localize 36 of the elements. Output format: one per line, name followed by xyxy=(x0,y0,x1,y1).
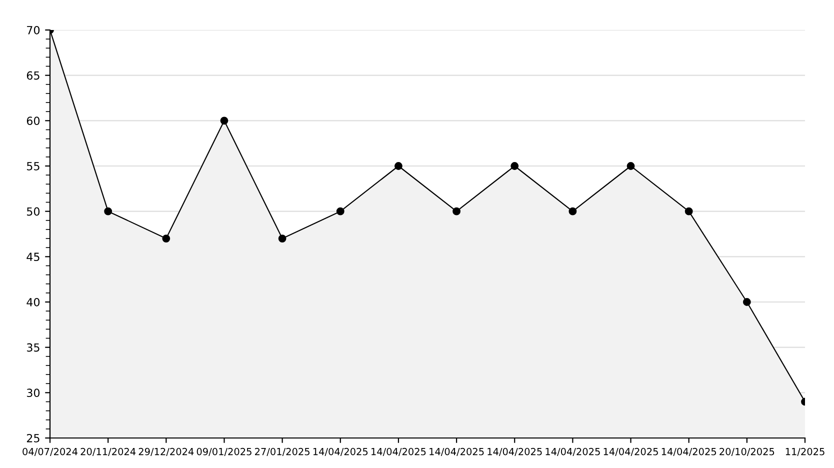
point xyxy=(568,207,577,216)
point xyxy=(510,162,519,170)
x-tick-label: 20/11/2024 xyxy=(80,448,136,456)
x-tick-label: 27/01/2025 xyxy=(255,448,310,456)
x-tick-label: 14/04/2025 xyxy=(372,448,426,456)
point xyxy=(452,207,460,216)
x-tick-label: 14/04/2025 xyxy=(546,448,600,456)
y-tick-label: 45 xyxy=(26,252,40,262)
x-tick-label: 14/04/2025 xyxy=(430,448,484,456)
x-tick-label: 11/2025 xyxy=(786,448,824,456)
point xyxy=(104,207,112,216)
x-tick-label: 14/04/2025 xyxy=(604,448,658,456)
y-tick-label: 30 xyxy=(26,388,40,398)
point xyxy=(394,162,402,170)
x-tick-label: 20/10/2025 xyxy=(720,448,774,456)
y-tick-label: 35 xyxy=(26,343,40,352)
x-tick-label: 09/01/2025 xyxy=(196,448,252,456)
y-tick-label: 40 xyxy=(26,298,40,306)
y-tick-label: 60 xyxy=(26,116,40,126)
y-tick-label: 55 xyxy=(26,162,40,170)
point xyxy=(684,207,693,216)
point xyxy=(626,162,635,170)
y-tick-label: 50 xyxy=(26,207,40,216)
point xyxy=(336,207,344,216)
point xyxy=(162,234,170,242)
y-tick-label: 25 xyxy=(26,434,40,442)
point xyxy=(278,234,286,242)
x-tick-label: 14/04/2025 xyxy=(488,448,542,456)
y-tick-label: 65 xyxy=(26,71,40,80)
x-tick-label: 14/04/2025 xyxy=(313,448,368,456)
point xyxy=(742,298,751,306)
x-tick-label: 29/12/2024 xyxy=(138,448,194,456)
x-tick-label: 04/07/2024 xyxy=(22,448,78,456)
x-tick-label: 14/04/2025 xyxy=(662,448,716,456)
y-tick-label: 70 xyxy=(27,26,40,34)
point xyxy=(220,116,228,125)
